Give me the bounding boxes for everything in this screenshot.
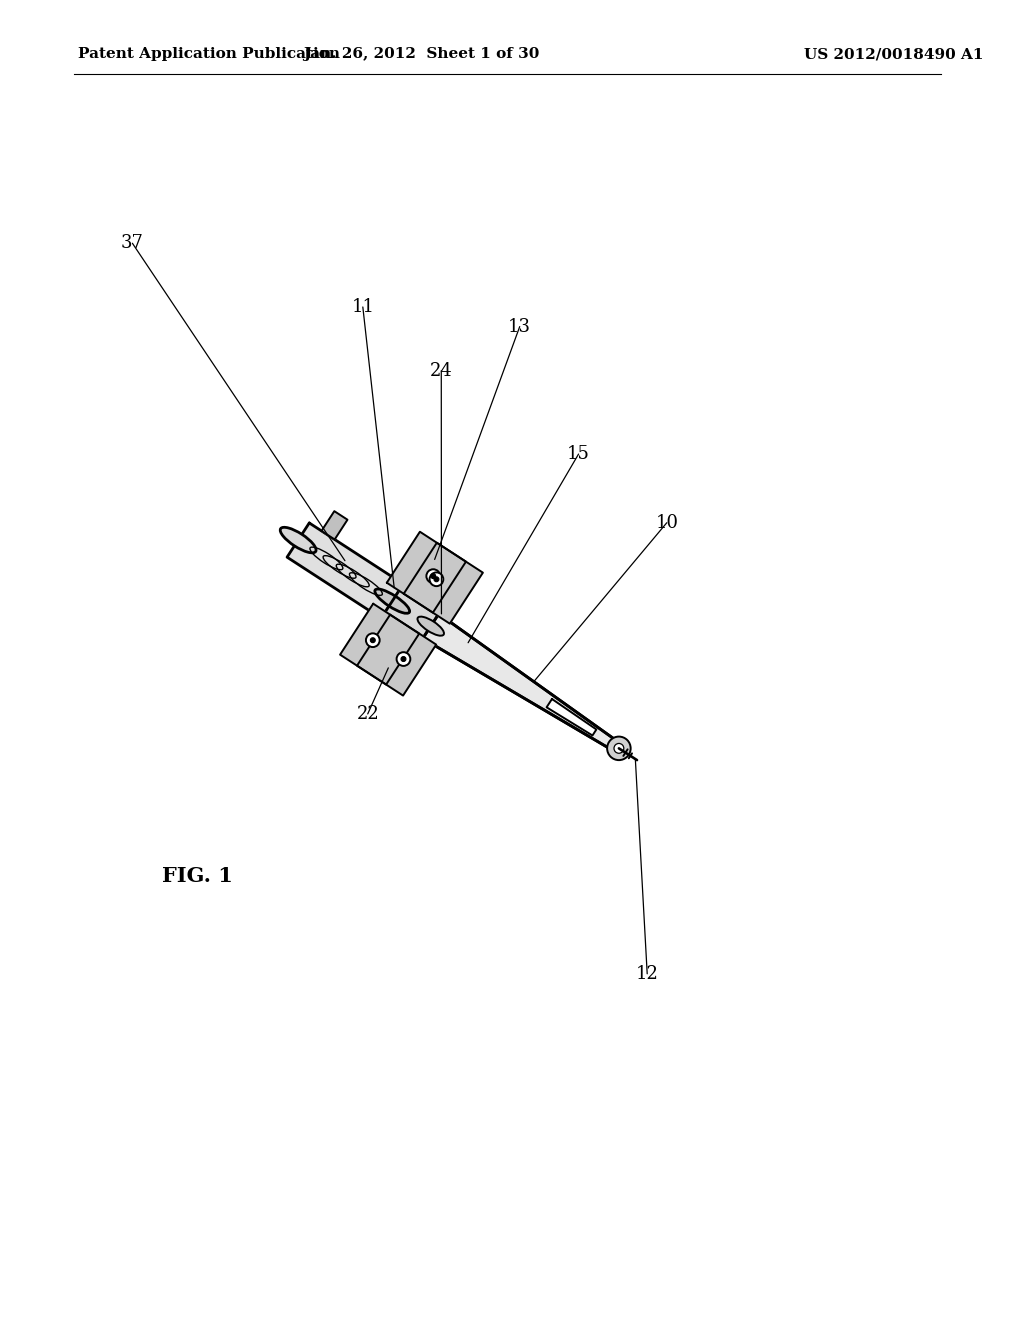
Text: Jan. 26, 2012  Sheet 1 of 30: Jan. 26, 2012 Sheet 1 of 30	[303, 48, 540, 61]
Polygon shape	[381, 583, 438, 639]
Text: 24: 24	[430, 362, 453, 380]
Polygon shape	[322, 511, 347, 540]
Circle shape	[434, 577, 439, 582]
Text: 11: 11	[351, 298, 375, 315]
Ellipse shape	[418, 616, 444, 636]
Text: 12: 12	[636, 965, 658, 983]
Ellipse shape	[281, 527, 316, 553]
Polygon shape	[423, 614, 622, 752]
Polygon shape	[287, 523, 403, 618]
Circle shape	[401, 656, 406, 661]
Polygon shape	[547, 700, 596, 735]
Circle shape	[430, 573, 443, 586]
Text: 22: 22	[356, 705, 379, 723]
Polygon shape	[357, 615, 436, 696]
Text: FIG. 1: FIG. 1	[162, 866, 232, 886]
Polygon shape	[387, 532, 466, 612]
Text: 37: 37	[121, 234, 143, 252]
Circle shape	[431, 574, 435, 578]
Text: 13: 13	[508, 318, 531, 335]
Polygon shape	[403, 543, 483, 623]
Text: Patent Application Publication: Patent Application Publication	[79, 48, 340, 61]
Circle shape	[366, 634, 380, 647]
Circle shape	[396, 652, 411, 665]
Circle shape	[614, 743, 624, 754]
Circle shape	[426, 569, 440, 583]
Ellipse shape	[375, 589, 410, 614]
Circle shape	[371, 638, 375, 643]
Text: 15: 15	[567, 445, 590, 463]
Text: 10: 10	[655, 513, 678, 532]
Circle shape	[607, 737, 631, 760]
Polygon shape	[340, 603, 419, 685]
Text: US 2012/0018490 A1: US 2012/0018490 A1	[804, 48, 984, 61]
